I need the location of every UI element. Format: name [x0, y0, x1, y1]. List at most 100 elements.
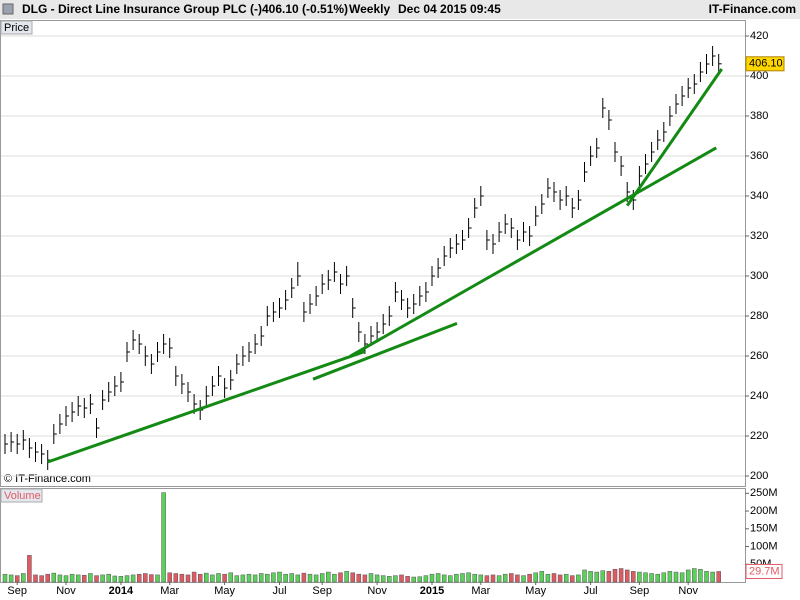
- volume-bar: [612, 568, 618, 583]
- volume-bar: [27, 555, 32, 583]
- y-tick-label: 240: [750, 390, 768, 402]
- volume-bar: [240, 574, 246, 583]
- volume-bar: [472, 573, 477, 583]
- volume-bar: [582, 569, 587, 583]
- volume-bar: [545, 573, 551, 583]
- volume-bar: [344, 571, 349, 583]
- volume-bar: [204, 572, 209, 583]
- volume-bar: [600, 570, 606, 583]
- header-bar: [0, 0, 800, 19]
- volume-bar: [716, 571, 721, 583]
- x-tick-label: Sep: [312, 585, 332, 597]
- last-price-box: [745, 56, 785, 72]
- volume-bar: [637, 571, 642, 583]
- volume-bar: [252, 574, 258, 583]
- volume-bar: [118, 576, 124, 583]
- volume-bar: [21, 573, 26, 583]
- volume-bar: [368, 573, 374, 583]
- volume-bar: [594, 571, 599, 583]
- chart-title: DLG - Direct Line Insurance Group PLC (-…: [22, 2, 262, 16]
- volume-bar: [271, 572, 276, 583]
- volume-bar: [362, 574, 368, 583]
- volume-bar: [234, 575, 240, 583]
- quote: 406.10 (-0.51%): [262, 2, 348, 16]
- x-tick-label: 2014: [109, 585, 134, 597]
- x-tick-label: Sep: [7, 585, 27, 597]
- v-tick-label: 150M: [750, 523, 778, 535]
- price-panel: [0, 20, 746, 487]
- volume-bar: [63, 575, 69, 583]
- volume-bar: [69, 573, 75, 583]
- y-tick-label: 360: [750, 150, 768, 162]
- trendline: [349, 146, 718, 358]
- v-tick-label: 250M: [750, 487, 778, 499]
- volume-bar: [338, 572, 343, 583]
- volume-bar: [8, 574, 14, 583]
- volume-bar: [289, 573, 294, 583]
- volume-bar: [509, 573, 514, 583]
- volume-bar: [448, 575, 453, 583]
- x-tick-label: Jul: [272, 585, 286, 597]
- volume-bar: [631, 571, 636, 583]
- volume-bar: [295, 574, 301, 583]
- volume-bar: [246, 573, 252, 583]
- volume-bar: [112, 575, 118, 583]
- header-icon: [2, 3, 14, 15]
- volume-bar: [515, 574, 520, 583]
- volume-bar: [533, 572, 538, 583]
- volume-bar: [326, 571, 331, 583]
- volume-bar: [106, 573, 111, 583]
- volume-bar: [374, 574, 380, 583]
- volume-bar: [51, 572, 57, 583]
- volume-bar: [167, 572, 172, 583]
- volume-bar: [429, 573, 435, 583]
- volume-bar: [2, 573, 8, 583]
- volume-bar: [210, 574, 215, 583]
- x-tick-label: Nov: [367, 585, 387, 597]
- volume-bar: [197, 573, 203, 583]
- volume-bar: [576, 574, 581, 583]
- volume-bar: [441, 574, 447, 583]
- volume-bar: [704, 571, 709, 583]
- volume-label-box: [0, 488, 43, 503]
- volume-bar: [393, 575, 398, 583]
- volume-bar: [521, 575, 526, 583]
- volume-bar: [228, 572, 233, 583]
- volume-bar: [265, 573, 270, 583]
- v-tick-label: 200M: [750, 505, 778, 517]
- volume-bar: [405, 576, 410, 583]
- volume-panel: [0, 488, 746, 583]
- volume-bar: [490, 574, 496, 583]
- x-tick-label: Sep: [630, 585, 650, 597]
- volume-bar: [222, 573, 227, 583]
- last-volume-label: 29.7M: [749, 565, 780, 577]
- volume-bar: [423, 575, 429, 583]
- volume-bar: [94, 575, 99, 583]
- timestamp: Dec 04 2015 09:45: [398, 2, 501, 16]
- y-tick-label: 300: [750, 270, 768, 282]
- y-tick-label: 260: [750, 350, 768, 362]
- volume-bar: [527, 573, 532, 583]
- x-tick-label: Nov: [56, 585, 76, 597]
- volume-bar: [563, 573, 569, 583]
- volume-bar: [387, 576, 392, 583]
- volume-bar: [307, 573, 313, 583]
- volume-bar: [460, 573, 465, 583]
- volume-bar: [570, 575, 575, 583]
- volume-bar: [661, 572, 667, 583]
- volume-bar: [313, 574, 319, 583]
- volume-bar: [185, 574, 191, 583]
- volume-bar: [57, 574, 63, 583]
- x-tick-label: May: [525, 585, 546, 597]
- volume-bar: [551, 573, 557, 583]
- volume-bar: [435, 573, 441, 583]
- volume-bar: [173, 573, 179, 583]
- volume-bar: [399, 574, 404, 583]
- volume-bar: [39, 575, 44, 583]
- volume-label: Volume: [4, 490, 41, 502]
- y-tick-label: 400: [750, 70, 768, 82]
- last-volume-box: [745, 563, 783, 579]
- volume-bar: [283, 573, 288, 583]
- volume-bar: [478, 574, 484, 583]
- volume-bar: [606, 571, 612, 583]
